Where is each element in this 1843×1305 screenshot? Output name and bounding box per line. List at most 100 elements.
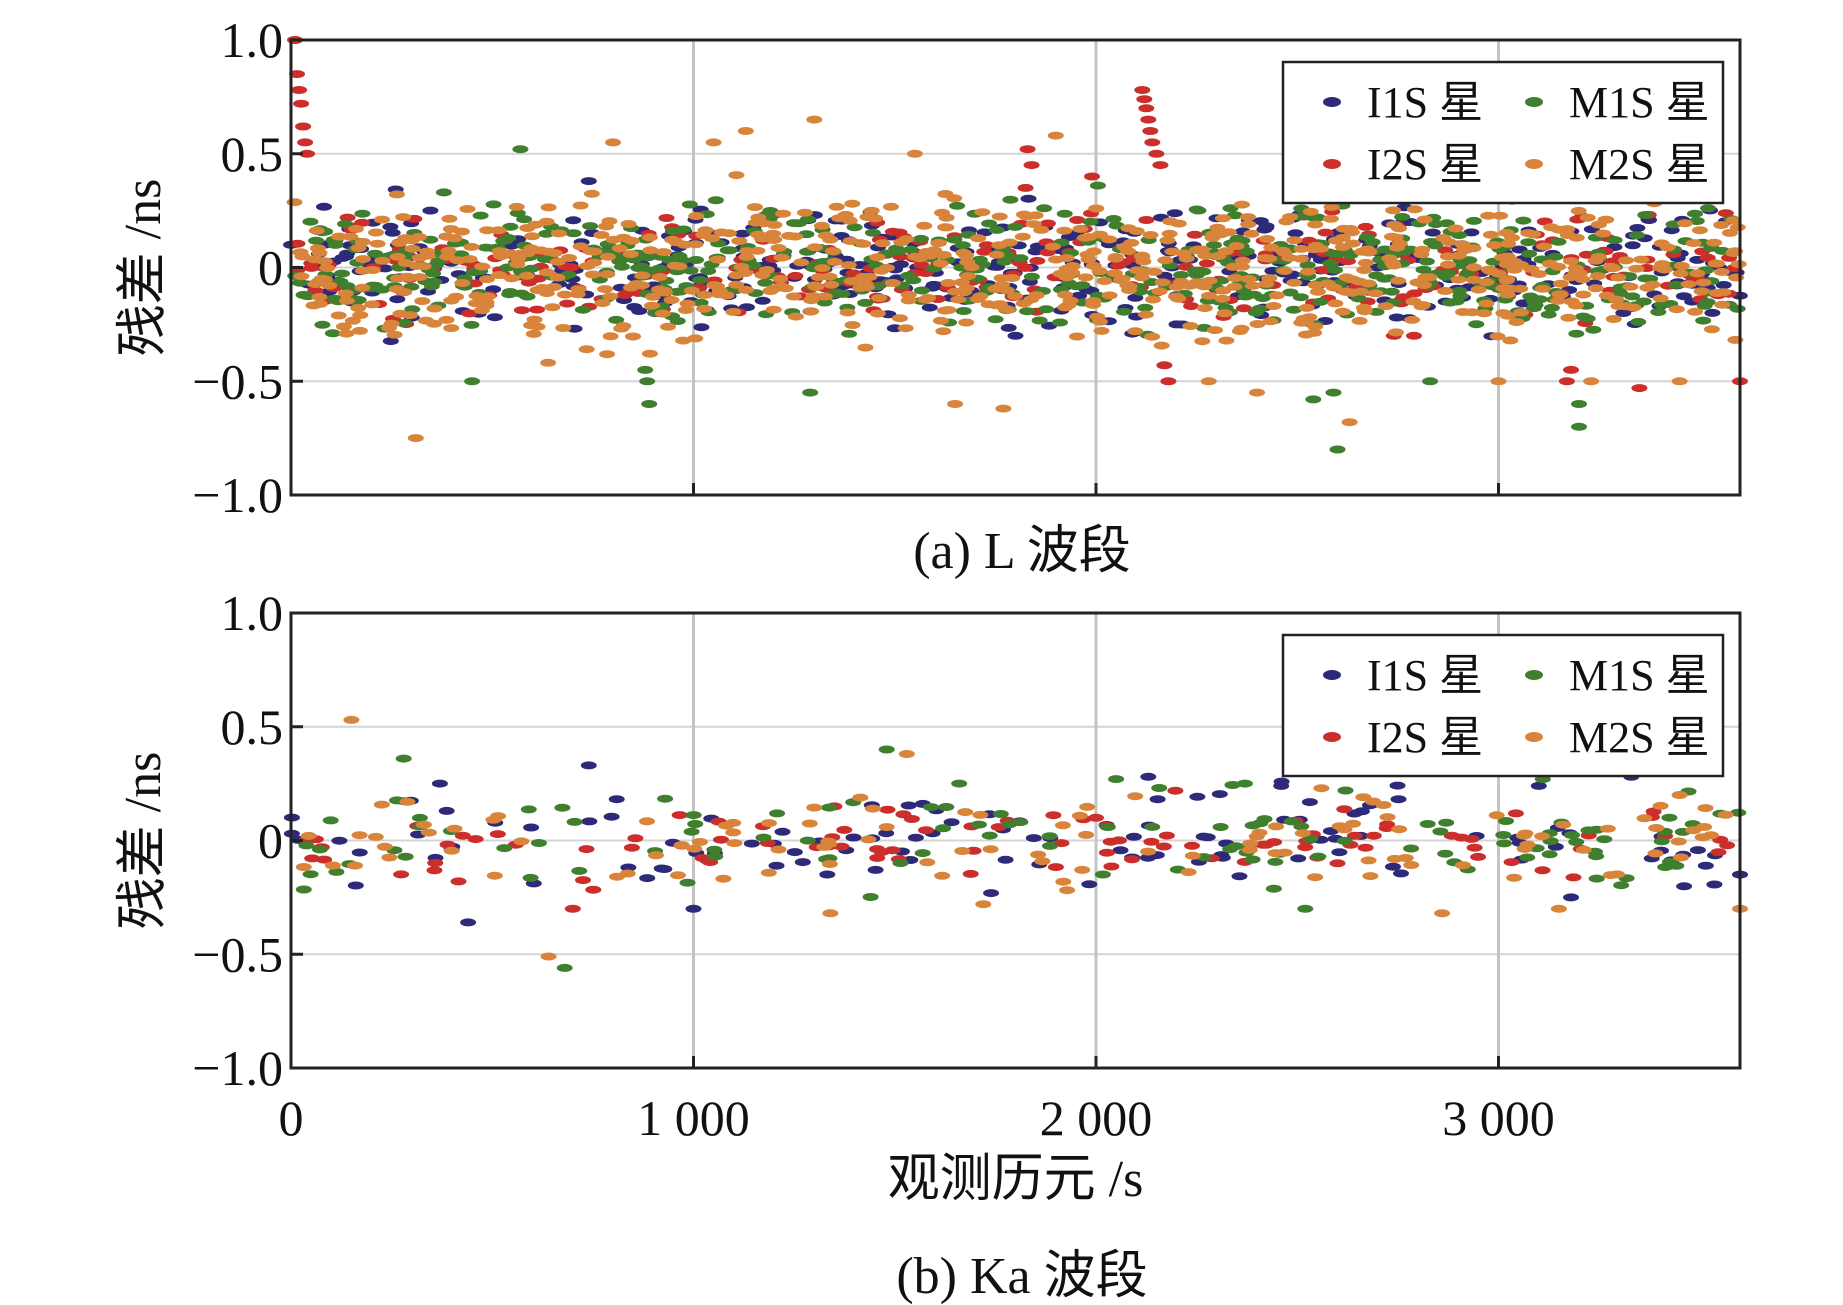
- data-point: [1440, 260, 1457, 269]
- data-point: [839, 308, 856, 317]
- data-point: [802, 388, 819, 397]
- data-point: [1624, 241, 1641, 250]
- data-point: [762, 207, 779, 215]
- data-point: [1342, 288, 1359, 297]
- data-point: [1652, 801, 1669, 810]
- data-point: [1552, 290, 1569, 299]
- data-point: [1143, 837, 1160, 846]
- data-point: [1133, 251, 1150, 260]
- data-point: [1222, 845, 1239, 853]
- data-point: [1636, 814, 1653, 823]
- data-point: [572, 201, 589, 210]
- data-point: [814, 264, 831, 273]
- data-point: [441, 214, 458, 223]
- data-point: [1276, 267, 1293, 275]
- data-point: [983, 889, 1000, 898]
- data-point: [1096, 277, 1113, 285]
- data-point: [368, 228, 384, 237]
- data-point: [1406, 205, 1423, 214]
- data-point: [459, 205, 476, 213]
- data-point: [1133, 273, 1150, 282]
- data-point: [1617, 256, 1634, 265]
- data-point: [869, 253, 886, 262]
- data-point: [1555, 820, 1572, 829]
- y-axis-label: 残差 /ns: [115, 179, 172, 357]
- data-point: [696, 304, 713, 313]
- data-point: [526, 315, 543, 324]
- data-point: [1355, 793, 1372, 802]
- data-point: [382, 222, 399, 231]
- data-point: [1672, 269, 1689, 278]
- data-points: [283, 715, 1748, 972]
- data-point: [443, 846, 460, 855]
- data-point: [1094, 870, 1111, 879]
- data-point: [1516, 844, 1533, 853]
- data-point: [1181, 281, 1198, 290]
- data-point: [1036, 204, 1053, 213]
- data-point: [906, 149, 923, 158]
- data-point: [1652, 294, 1669, 303]
- data-point: [491, 271, 507, 279]
- data-point: [1142, 127, 1159, 135]
- data-point: [1245, 281, 1261, 290]
- data-point: [450, 877, 467, 886]
- data-point: [844, 199, 861, 208]
- data-point: [1390, 276, 1407, 285]
- data-point: [395, 213, 412, 222]
- data-point: [443, 296, 460, 305]
- data-point: [884, 279, 901, 287]
- data-point: [787, 271, 804, 280]
- data-point: [1233, 200, 1250, 209]
- data-point: [1563, 297, 1580, 306]
- data-point: [1729, 223, 1746, 232]
- data-point: [565, 216, 582, 225]
- data-point: [609, 872, 625, 881]
- data-point: [1074, 281, 1091, 290]
- data-point: [1268, 291, 1285, 300]
- data-point: [1240, 220, 1257, 229]
- data-point: [1549, 296, 1566, 305]
- data-point: [1228, 242, 1245, 250]
- data-point: [999, 305, 1016, 314]
- data-point: [1552, 279, 1569, 288]
- data-point: [1630, 317, 1647, 326]
- data-point: [1391, 825, 1408, 834]
- data-point: [1301, 798, 1318, 807]
- data-point: [884, 227, 901, 236]
- data-point: [683, 286, 700, 295]
- data-point: [654, 309, 671, 318]
- data-point: [1628, 231, 1645, 240]
- data-point: [1671, 377, 1688, 386]
- caption-ka-band: (b) Ka 波段: [896, 1248, 1147, 1305]
- data-point: [355, 255, 371, 264]
- data-point: [1450, 275, 1467, 284]
- data-point: [860, 835, 877, 844]
- data-point: [440, 246, 457, 255]
- data-point: [806, 281, 823, 290]
- data-point: [816, 842, 833, 851]
- data-point: [578, 845, 595, 854]
- y-tick-label: −0.5: [192, 353, 283, 409]
- data-point: [479, 275, 495, 284]
- data-point: [1140, 115, 1157, 124]
- data-point: [1470, 852, 1487, 861]
- data-point: [571, 866, 588, 875]
- data-point: [770, 244, 787, 252]
- data-point: [1088, 204, 1105, 213]
- data-point: [768, 861, 785, 870]
- data-point: [685, 904, 702, 913]
- data-point: [1331, 822, 1348, 831]
- data-point: [1240, 275, 1257, 283]
- data-point: [1151, 784, 1168, 792]
- data-point: [707, 196, 724, 205]
- data-point: [1183, 302, 1200, 311]
- data-point: [1099, 823, 1116, 832]
- data-point: [1093, 326, 1110, 335]
- data-point: [319, 264, 336, 273]
- data-point: [1448, 297, 1465, 306]
- data-point: [1648, 824, 1665, 832]
- data-point: [862, 893, 879, 901]
- data-point: [1633, 255, 1650, 264]
- data-point: [295, 863, 312, 871]
- data-point: [1519, 853, 1536, 862]
